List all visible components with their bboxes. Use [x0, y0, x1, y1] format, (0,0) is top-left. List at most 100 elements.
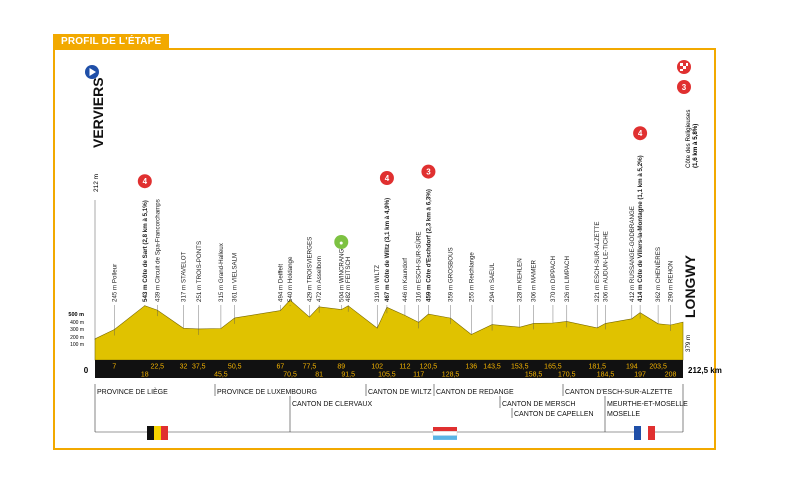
start-altitude: 212 m	[93, 174, 100, 192]
waypoint-20: 294 m SAEUL	[489, 262, 496, 331]
luxembourg-flag	[432, 427, 458, 440]
climb-category-badge-icon	[633, 126, 648, 141]
km-marker-bottom-1: 45,5	[214, 372, 228, 379]
region-canton-esch: CANTON D'ESCH-SUR-ALZETTE	[565, 389, 673, 396]
waypoint-label: 494 m Deiffelt	[277, 264, 284, 302]
waypoint-label: 482 m FEITSCH	[345, 257, 352, 302]
km-marker-top-4: 50,5	[228, 364, 242, 371]
waypoint-11: 504 m WINCRANGE●	[334, 235, 349, 310]
waypoint-27: 412 m RUSSANGE-GODBRANGE	[629, 206, 636, 319]
start-marker: VERVIERS 212 m	[85, 65, 106, 340]
region-canton-redange: CANTON DE REDANGE	[436, 389, 514, 396]
waypoint-19: 255 m Reichlange	[468, 252, 475, 335]
waypoint-label: 446 m Kaundorf	[402, 258, 409, 302]
km-marker-bottom-5: 105,5	[378, 372, 396, 379]
km-marker-top-5: 67	[276, 364, 284, 371]
waypoint-label: 317 m STAVELOT	[181, 251, 188, 302]
waypoint-label: 359 m GROSBOUS	[448, 247, 455, 302]
waypoint-12: 482 m FEITSCH	[345, 257, 352, 312]
waypoint-22: 306 m MAMER	[531, 260, 538, 330]
waypoint-5: 315 m Grand-Halleux	[218, 242, 225, 329]
alt-tick-100: 100 m	[70, 342, 84, 348]
waypoint-18: 359 m GROSBOUS	[448, 247, 455, 325]
region-province-liege: PROVINCE DE LIÈGE	[97, 387, 168, 396]
waypoint-label: 459 m Côte d'Eschdorf (2,3 km à 6,3%)	[425, 189, 432, 302]
sprint-badge-symbol: ●	[339, 240, 343, 247]
waypoint-10: 472 m Asselborn	[316, 255, 323, 313]
km-marker-bottom-12: 208	[665, 372, 677, 379]
finish-city-name: LONGWY	[682, 254, 698, 318]
km-marker-top-10: 120,5	[420, 364, 438, 371]
waypoint-21: 328 m KEHLEN	[517, 258, 524, 328]
waypoint-label: 316 m ESCH-SUR-SÛRE	[416, 232, 423, 302]
header-title: PROFIL DE L'ÉTAPE	[53, 34, 170, 50]
waypoint-label: 321 m ESCH-SUR-ALZETTE	[594, 222, 601, 302]
region-canton-mersch: CANTON DE MERSCH	[502, 401, 575, 408]
alt-max-label: 500 m	[68, 312, 84, 318]
km-marker-top-0: 7	[112, 364, 116, 371]
waypoint-1: 543 m Côte de Sart (2,8 km à 5,1%) 4	[137, 174, 152, 306]
region-canton-wiltz: CANTON DE WILTZ	[368, 389, 432, 396]
km-marker-bottom-3: 81	[315, 372, 323, 379]
waypoint-29: 362 m CHENIÈRES	[655, 247, 662, 324]
waypoint-7: 494 m Deiffelt	[277, 264, 284, 311]
km-marker-bottom-0: 18	[141, 372, 149, 379]
alt-tick-300: 300 m	[70, 327, 84, 333]
waypoint-label: 290 m REHON	[668, 261, 675, 302]
total-distance: 212,5 km	[688, 366, 722, 375]
km-marker-bottom-4: 91,5	[341, 372, 355, 379]
elevation-profile-area	[94, 299, 684, 361]
region-province-luxembourg: PROVINCE DE LUXEMBOURG	[217, 389, 317, 396]
waypoint-label: 504 m WINCRANGE	[338, 245, 345, 302]
waypoint-9: 429 m TROISVIERGES	[306, 237, 313, 318]
waypoint-2: 439 m Circuit de Spa-Francorchamps	[154, 199, 161, 317]
waypoint-label: 306 m MAMER	[531, 260, 538, 302]
waypoint-6: 361 m VIELSALM	[232, 253, 239, 324]
climb-category-badge-icon	[379, 171, 394, 185]
profile-frame	[53, 48, 716, 450]
waypoint-16: 316 m ESCH-SUR-SÛRE	[416, 232, 423, 329]
waypoint-label: 467 m Côte de Wiltz (3,1 km à 4,9%)	[384, 198, 391, 302]
km-marker-bottom-11: 197	[634, 372, 646, 379]
climb-category-value: 4	[638, 129, 643, 138]
climb-category-value: 3	[426, 168, 431, 177]
waypoint-4: 251 m TROIS-PONTS	[196, 241, 203, 335]
waypoint-label: 370 m DIPPACH	[550, 256, 557, 302]
km-marker-bottom-6: 117	[413, 372, 424, 379]
waypoint-14: 467 m Côte de Wiltz (3,1 km à 4,9%) 4	[379, 171, 394, 314]
finish-climb: Côte des Religieuses	[685, 110, 692, 168]
france-flag	[634, 426, 655, 440]
km-marker-top-11: 136	[465, 364, 477, 371]
waypoint-label: 362 m CHENIÈRES	[655, 247, 662, 302]
km-marker-top-8: 102	[371, 364, 383, 371]
region-moselle: MOSELLE	[607, 411, 640, 418]
waypoint-15: 446 m Kaundorf	[402, 258, 409, 316]
km-marker-bottom-9: 170,5	[558, 372, 576, 379]
altitude-scale: 500 m 400 m 300 m 200 m 100 m 0	[68, 312, 88, 375]
km-marker-top-16: 194	[626, 364, 638, 371]
region-canton-clervaux: CANTON DE CLERVAUX	[292, 401, 372, 408]
region-meurthe-et-moselle: MEURTHE-ET-MOSELLE	[607, 401, 688, 408]
waypoint-label: 319 m WILTZ	[374, 265, 381, 302]
waypoint-label: 315 m Grand-Halleux	[218, 242, 225, 302]
finish-marker: 3 LONGWY Côte des Religieuses (1,6 km à …	[677, 60, 699, 352]
km-marker-bottom-10: 184,5	[597, 372, 615, 379]
region-canton-capellen: CANTON DE CAPELLEN	[514, 411, 594, 418]
waypoint-25: 321 m ESCH-SUR-ALZETTE	[594, 222, 601, 328]
waypoint-label: 543 m Côte de Sart (2,8 km à 5,1%)	[142, 200, 149, 302]
waypoint-label: 326 m LIMPACH	[564, 256, 571, 302]
km-marker-bottom-7: 128,5	[442, 372, 460, 379]
waypoint-3: 317 m STAVELOT	[181, 251, 188, 329]
waypoint-0: 245 m Polleur	[111, 264, 118, 336]
km-marker-top-12: 143,5	[483, 364, 501, 371]
waypoint-label: 414 m Côte de Villers-la-Montagne (1,1 k…	[637, 155, 644, 302]
alt-tick-400: 400 m	[70, 320, 84, 326]
km-marker-top-2: 32	[180, 364, 188, 371]
waypoint-label: 306 m AUDUN-LE-TICHE	[603, 231, 610, 302]
climb-cat-3-badge	[677, 80, 691, 94]
km-marker-top-14: 165,5	[544, 364, 562, 371]
sprint-badge-icon	[334, 235, 349, 249]
waypoint-30: 290 m REHON	[668, 261, 675, 331]
waypoint-13: 319 m WILTZ	[374, 265, 381, 329]
